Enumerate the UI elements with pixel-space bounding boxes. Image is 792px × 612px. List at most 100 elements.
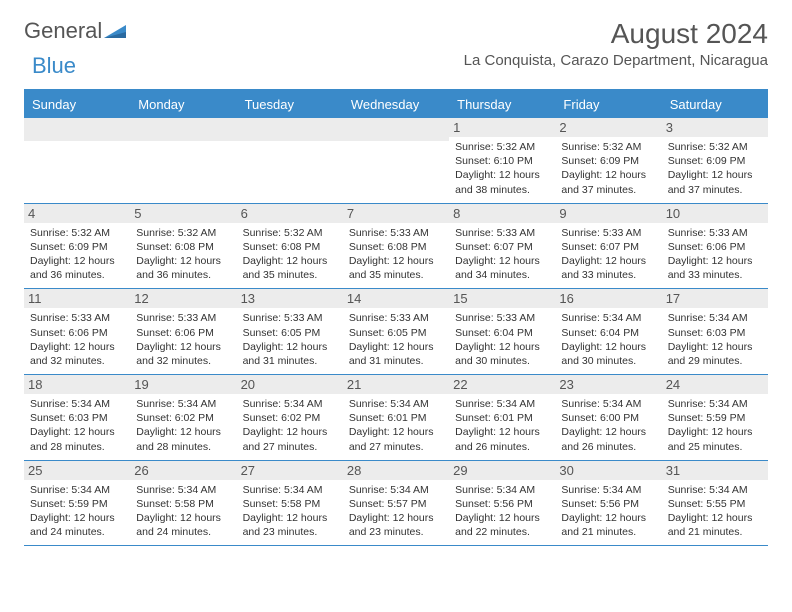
day-info: Sunrise: 5:33 AMSunset: 6:04 PMDaylight:… [455,311,549,368]
daylight-text: Daylight: 12 hours and 26 minutes. [561,425,655,453]
day-info: Sunrise: 5:34 AMSunset: 5:58 PMDaylight:… [136,483,230,540]
sunset-text: Sunset: 5:57 PM [349,497,443,511]
sunrise-text: Sunrise: 5:34 AM [30,483,124,497]
day-info: Sunrise: 5:34 AMSunset: 6:02 PMDaylight:… [136,397,230,454]
day-number: 27 [237,461,343,480]
day-number: 6 [237,204,343,223]
day-number: 26 [130,461,236,480]
day-number: 1 [449,118,555,137]
day-info: Sunrise: 5:33 AMSunset: 6:05 PMDaylight:… [243,311,337,368]
sunrise-text: Sunrise: 5:32 AM [243,226,337,240]
day-cell: 26 Sunrise: 5:34 AMSunset: 5:58 PMDayligh… [130,461,236,546]
sunrise-text: Sunrise: 5:33 AM [668,226,762,240]
day-number: 9 [555,204,661,223]
sunrise-text: Sunrise: 5:33 AM [455,311,549,325]
sunrise-text: Sunrise: 5:34 AM [455,397,549,411]
sunrise-text: Sunrise: 5:32 AM [30,226,124,240]
sunset-text: Sunset: 5:59 PM [30,497,124,511]
day-info: Sunrise: 5:33 AMSunset: 6:05 PMDaylight:… [349,311,443,368]
day-cell: 10Sunrise: 5:33 AMSunset: 6:06 PMDayligh… [662,204,768,289]
day-number: 17 [662,289,768,308]
sunset-text: Sunset: 6:04 PM [561,326,655,340]
day-number: 10 [662,204,768,223]
sunset-text: Sunset: 6:07 PM [455,240,549,254]
sunset-text: Sunset: 5:58 PM [136,497,230,511]
day-info: Sunrise: 5:34 AMSunset: 5:56 PMDaylight:… [455,483,549,540]
day-cell [237,118,343,203]
day-cell: 16Sunrise: 5:34 AMSunset: 6:04 PMDayligh… [555,289,661,374]
day-info: Sunrise: 5:34 AMSunset: 6:03 PMDaylight:… [668,311,762,368]
day-info: Sunrise: 5:33 AMSunset: 6:07 PMDaylight:… [455,226,549,283]
dayheader-sunday: Sunday [24,91,130,118]
day-number: 4 [24,204,130,223]
logo-triangle-icon [104,18,126,44]
day-header-row: Sunday Monday Tuesday Wednesday Thursday… [24,91,768,118]
day-cell [130,118,236,203]
sunrise-text: Sunrise: 5:33 AM [349,311,443,325]
location-subtitle: La Conquista, Carazo Department, Nicarag… [464,52,768,69]
sunrise-text: Sunrise: 5:34 AM [561,311,655,325]
dayheader-friday: Friday [555,91,661,118]
day-info: Sunrise: 5:33 AMSunset: 6:07 PMDaylight:… [561,226,655,283]
day-number: 19 [130,375,236,394]
logo-text-1: General [24,18,102,44]
sunrise-text: Sunrise: 5:32 AM [561,140,655,154]
sunset-text: Sunset: 5:55 PM [668,497,762,511]
title-block: August 2024 La Conquista, Carazo Departm… [464,18,768,69]
daylight-text: Daylight: 12 hours and 38 minutes. [455,168,549,196]
sunset-text: Sunset: 6:03 PM [668,326,762,340]
daylight-text: Daylight: 12 hours and 27 minutes. [349,425,443,453]
day-cell: 8Sunrise: 5:33 AMSunset: 6:07 PMDaylight… [449,204,555,289]
day-cell: 15Sunrise: 5:33 AMSunset: 6:04 PMDayligh… [449,289,555,374]
week-row: 25Sunrise: 5:34 AMSunset: 5:59 PMDayligh… [24,461,768,547]
day-cell: 2Sunrise: 5:32 AMSunset: 6:09 PMDaylight… [555,118,661,203]
dayheader-thursday: Thursday [449,91,555,118]
sunset-text: Sunset: 6:01 PM [455,411,549,425]
sunrise-text: Sunrise: 5:34 AM [243,397,337,411]
sunset-text: Sunset: 5:58 PM [243,497,337,511]
day-info: Sunrise: 5:33 AMSunset: 6:06 PMDaylight:… [136,311,230,368]
day-cell [24,118,130,203]
week-row: 11Sunrise: 5:33 AMSunset: 6:06 PMDayligh… [24,289,768,375]
day-number: 12 [130,289,236,308]
sunset-text: Sunset: 5:56 PM [561,497,655,511]
sunset-text: Sunset: 5:56 PM [455,497,549,511]
day-number: 23 [555,375,661,394]
day-cell: 30Sunrise: 5:34 AMSunset: 5:56 PMDayligh… [555,461,661,546]
day-info: Sunrise: 5:34 AMSunset: 6:00 PMDaylight:… [561,397,655,454]
day-info: Sunrise: 5:34 AMSunset: 6:01 PMDaylight:… [455,397,549,454]
sunrise-text: Sunrise: 5:33 AM [30,311,124,325]
sunset-text: Sunset: 6:08 PM [136,240,230,254]
daylight-text: Daylight: 12 hours and 35 minutes. [243,254,337,282]
day-cell: 6Sunrise: 5:32 AMSunset: 6:08 PMDaylight… [237,204,343,289]
sunrise-text: Sunrise: 5:34 AM [243,483,337,497]
day-cell: 31Sunrise: 5:34 AMSunset: 5:55 PMDayligh… [662,461,768,546]
daylight-text: Daylight: 12 hours and 34 minutes. [455,254,549,282]
calendar-page: General August 2024 La Conquista, Carazo… [0,0,792,564]
day-cell: 7Sunrise: 5:33 AMSunset: 6:08 PMDaylight… [343,204,449,289]
day-number: 18 [24,375,130,394]
daylight-text: Daylight: 12 hours and 26 minutes. [455,425,549,453]
day-info: Sunrise: 5:34 AMSunset: 6:01 PMDaylight:… [349,397,443,454]
sunrise-text: Sunrise: 5:34 AM [349,483,443,497]
dayheader-wednesday: Wednesday [343,91,449,118]
month-title: August 2024 [464,18,768,50]
day-info: Sunrise: 5:32 AMSunset: 6:09 PMDaylight:… [668,140,762,197]
day-cell: 9 Sunrise: 5:33 AMSunset: 6:07 PMDaylight… [555,204,661,289]
day-cell: 13Sunrise: 5:33 AMSunset: 6:05 PMDayligh… [237,289,343,374]
day-info: Sunrise: 5:34 AMSunset: 5:59 PMDaylight:… [30,483,124,540]
day-cell: 20Sunrise: 5:34 AMSunset: 6:02 PMDayligh… [237,375,343,460]
day-cell: 18Sunrise: 5:34 AMSunset: 6:03 PMDayligh… [24,375,130,460]
sunset-text: Sunset: 6:03 PM [30,411,124,425]
day-cell: 23 Sunrise: 5:34 AMSunset: 6:00 PMDayligh… [555,375,661,460]
day-info: Sunrise: 5:34 AMSunset: 5:59 PMDaylight:… [668,397,762,454]
day-number: 29 [449,461,555,480]
day-number: 3 [662,118,768,137]
sunset-text: Sunset: 6:09 PM [668,154,762,168]
daylight-text: Daylight: 12 hours and 24 minutes. [136,511,230,539]
day-cell: 27Sunrise: 5:34 AMSunset: 5:58 PMDayligh… [237,461,343,546]
day-number: 5 [130,204,236,223]
day-number [237,118,343,141]
daylight-text: Daylight: 12 hours and 37 minutes. [668,168,762,196]
sunset-text: Sunset: 6:00 PM [561,411,655,425]
